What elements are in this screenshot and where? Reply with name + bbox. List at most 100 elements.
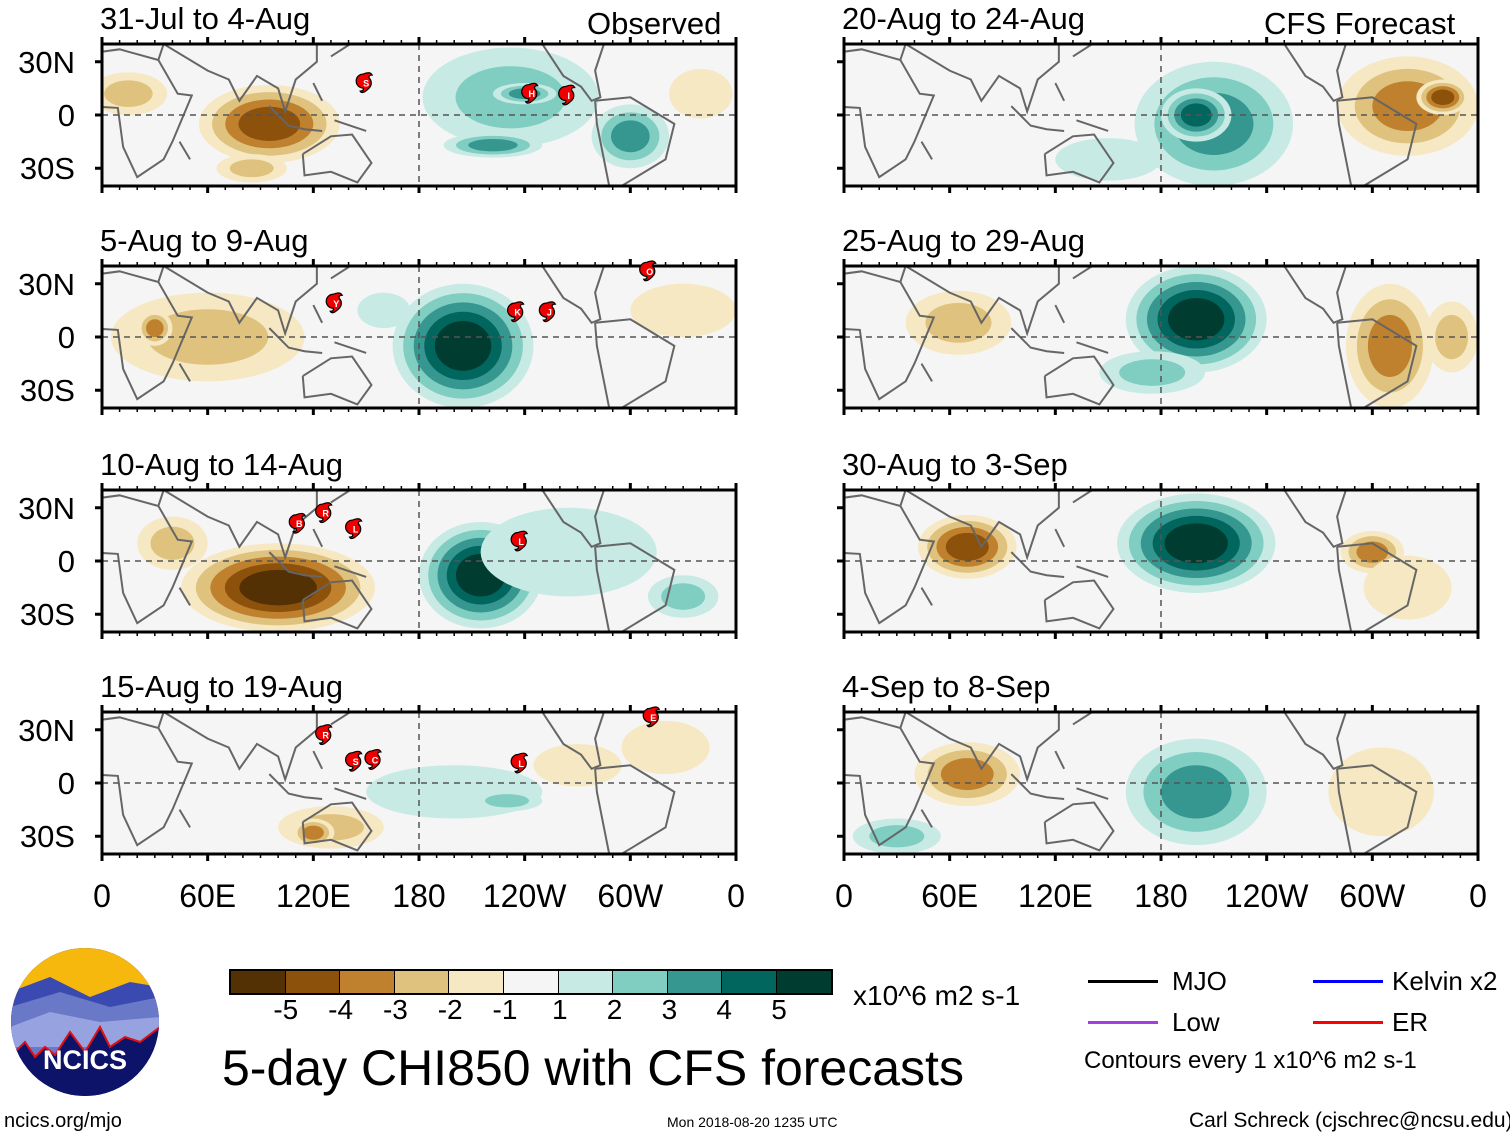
coastline xyxy=(178,809,191,828)
coastline xyxy=(178,141,191,160)
anomaly-contour xyxy=(146,319,164,337)
coastline xyxy=(330,44,351,58)
panel-title: 30-Aug to 3-Sep xyxy=(842,447,1068,482)
colorbar-tick-label: 3 xyxy=(661,994,678,1025)
storm-letter: Y xyxy=(333,299,339,309)
coastline xyxy=(594,96,676,186)
coastline xyxy=(1043,801,1115,852)
storm-letter: S xyxy=(353,757,359,767)
panel-title: 20-Aug to 24-Aug xyxy=(842,1,1086,36)
contours-note: Contours every 1 x10^6 m2 s-1 xyxy=(1084,1047,1417,1074)
panel-title: 5-Aug to 9-Aug xyxy=(100,223,309,258)
coastline xyxy=(334,119,367,132)
tropical-cyclone-icon: S xyxy=(355,72,374,94)
lat-label: 30S xyxy=(19,597,75,632)
anomaly-contour xyxy=(1356,541,1389,563)
legend-low: Low xyxy=(1172,1007,1220,1037)
coastline xyxy=(1072,712,1093,726)
anomaly-contour xyxy=(630,283,736,337)
map-panel: B R L L xyxy=(95,483,738,639)
anomaly-contour xyxy=(661,583,706,610)
tropical-cyclone-icon: L xyxy=(510,530,529,552)
coastline xyxy=(1072,490,1093,504)
storm-letter: L xyxy=(518,759,524,769)
colorbar-tick-label: 1 xyxy=(552,994,568,1025)
coastline xyxy=(899,490,1060,561)
coastline xyxy=(1043,133,1115,184)
coastline xyxy=(541,490,605,549)
anomaly-contour xyxy=(480,507,657,597)
lon-label: 120W xyxy=(1224,878,1309,914)
lat-label: 30N xyxy=(18,267,75,302)
lon-label: 0 xyxy=(93,878,111,914)
storm-letter: L xyxy=(353,525,359,535)
coastline xyxy=(1336,764,1418,854)
storm-letter: K xyxy=(514,308,521,318)
coastline xyxy=(301,355,373,406)
panel-title: 10-Aug to 14-Aug xyxy=(100,447,344,482)
units-label: x10^6 m2 s-1 xyxy=(853,980,1021,1011)
coastline xyxy=(312,528,324,548)
storm-letter: S xyxy=(363,79,369,89)
colorbar-swatch xyxy=(613,971,668,993)
lon-label: 60E xyxy=(179,878,237,914)
url-link[interactable]: ncics.org/mjo xyxy=(4,1110,122,1132)
storm-letter: L xyxy=(518,537,524,547)
lat-label: 0 xyxy=(57,320,75,355)
colorbar-tick-label: 5 xyxy=(771,994,787,1025)
coastline xyxy=(899,44,1060,115)
ncics-logo: NCICS xyxy=(11,948,159,1096)
coastline xyxy=(1043,579,1115,630)
lat-label: 0 xyxy=(57,544,75,579)
coastline xyxy=(1054,304,1066,324)
tropical-cyclone-icon: K xyxy=(507,301,525,323)
coastline xyxy=(1054,528,1066,548)
timestamp: Mon 2018-08-20 1235 UTC xyxy=(667,1114,838,1130)
anomaly-contour xyxy=(1164,523,1228,564)
coastline xyxy=(1072,266,1093,280)
coastline xyxy=(1010,327,1065,354)
anomaly-contour xyxy=(485,794,530,808)
colorbar-swatch xyxy=(340,971,395,993)
coastline xyxy=(312,750,324,770)
coastline xyxy=(157,44,318,115)
coastline xyxy=(1283,490,1347,549)
anomaly-contour xyxy=(669,68,733,119)
coastline xyxy=(102,48,194,179)
anomaly-contour xyxy=(468,138,518,152)
tropical-cyclone-icon: L xyxy=(345,518,363,540)
colorbar-swatch xyxy=(667,971,723,993)
map-panel xyxy=(837,705,1480,861)
coastline xyxy=(594,764,676,854)
coastline xyxy=(1076,787,1109,800)
tropical-cyclone-icon: E xyxy=(642,706,661,728)
storm-letter: O xyxy=(646,267,653,277)
lon-label: 60W xyxy=(597,878,664,914)
tropical-cyclone-icon: S xyxy=(345,750,363,772)
tropical-cyclone-icon: H xyxy=(521,82,539,104)
coastline xyxy=(541,266,605,325)
colorbar-swatch xyxy=(231,971,286,993)
coastline xyxy=(268,551,323,578)
coastline xyxy=(330,266,351,280)
coastline xyxy=(330,712,351,726)
lat-label: 30S xyxy=(19,151,75,186)
coastline xyxy=(844,494,936,625)
colorbar-swatch xyxy=(285,971,341,993)
lon-label: 60E xyxy=(921,878,979,914)
logo-text: NCICS xyxy=(43,1045,127,1075)
colorbar-tick-label: -4 xyxy=(328,994,354,1025)
main-title: 5-day CHI850 with CFS forecasts xyxy=(222,1040,964,1096)
coastline xyxy=(334,787,367,800)
map-panel: S H I xyxy=(95,37,738,193)
anomaly-contour xyxy=(1168,297,1225,341)
coastline xyxy=(268,773,323,800)
coastline xyxy=(334,341,367,354)
colorbar-tick-label: -5 xyxy=(273,994,299,1025)
coastline xyxy=(1010,551,1065,578)
coastline xyxy=(920,809,933,828)
coastline xyxy=(312,304,324,324)
colorbar-swatch xyxy=(558,971,614,993)
colorbar-tick-label: -3 xyxy=(382,994,408,1025)
lon-label: 120E xyxy=(1017,878,1093,914)
